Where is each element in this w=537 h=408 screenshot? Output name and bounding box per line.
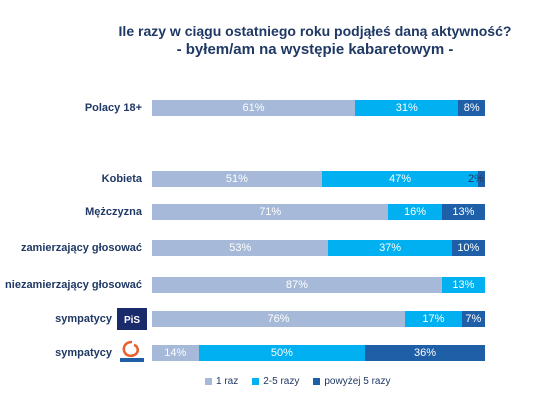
data-label: 17% — [422, 313, 445, 325]
legend-label: 2-5 razy — [263, 376, 300, 387]
bar-segment — [365, 345, 485, 361]
data-label: 13% — [452, 206, 475, 218]
data-label: 76% — [267, 313, 290, 325]
data-label: 2% — [468, 173, 484, 185]
data-label: 50% — [270, 347, 293, 359]
data-label: 51% — [225, 173, 248, 185]
bar-segment — [152, 171, 322, 187]
bar-segment — [152, 240, 329, 256]
bar-segment — [152, 277, 442, 293]
data-label: 7% — [465, 313, 482, 325]
svg-text:PiS: PiS — [124, 315, 140, 326]
data-label: 61% — [242, 102, 265, 114]
data-label: 36% — [414, 347, 437, 359]
pis-logo-icon: PiS — [117, 308, 147, 330]
bar-segment — [405, 311, 462, 327]
legend-item: powyżej 5 razy — [313, 376, 391, 387]
category-label: Mężczyzna — [85, 206, 142, 218]
legend-label: 1 raz — [216, 376, 239, 387]
legend: 1 raz 2-5 razy powyżej 5 razy — [205, 376, 391, 387]
data-label: 31% — [395, 102, 418, 114]
bar-segment — [321, 171, 479, 187]
data-label: 8% — [463, 102, 480, 114]
legend-swatch — [313, 378, 321, 385]
bar-segment — [451, 240, 485, 256]
data-label: 16% — [404, 206, 427, 218]
bar-segment — [152, 100, 356, 116]
bar-segment — [152, 204, 389, 220]
category-label: sympatycy — [55, 347, 112, 359]
bar-segment — [198, 345, 366, 361]
chart-subtitle: - byłem/am na występie kabaretowym - — [176, 41, 454, 58]
legend-swatch — [252, 378, 260, 385]
po-logo-icon — [117, 339, 147, 362]
bar-segment — [441, 204, 485, 220]
bar-segment — [441, 277, 485, 293]
bar-segment — [458, 100, 485, 116]
category-label: niezamierzający głosować — [5, 279, 142, 291]
data-label: 10% — [457, 242, 480, 254]
data-label: 53% — [229, 242, 252, 254]
bar-segment — [461, 311, 485, 327]
bar-segment — [328, 240, 452, 256]
category-label: Kobieta — [101, 173, 142, 185]
chart-title: Ile razy w ciągu ostatniego roku podjąłe… — [118, 23, 512, 39]
data-label: 13% — [452, 279, 475, 291]
bar-segment — [152, 311, 406, 327]
data-label: 71% — [259, 206, 282, 218]
data-label: 37% — [379, 242, 402, 254]
category-label: zamierzający głosować — [20, 242, 142, 254]
bar-segment — [355, 100, 459, 116]
bar-segment — [152, 345, 199, 361]
data-label: 14% — [164, 347, 187, 359]
category-label: Polacy 18+ — [84, 102, 142, 114]
data-label: 87% — [285, 279, 308, 291]
legend-item: 2-5 razy — [252, 376, 299, 387]
data-label: 47% — [389, 173, 412, 185]
legend-item: 1 raz — [205, 376, 238, 387]
legend-label: powyżej 5 razy — [324, 376, 391, 387]
bar-segment — [478, 171, 485, 187]
legend-swatch — [205, 378, 212, 385]
bar-segment — [388, 204, 442, 220]
category-label: sympatycy — [55, 313, 112, 325]
